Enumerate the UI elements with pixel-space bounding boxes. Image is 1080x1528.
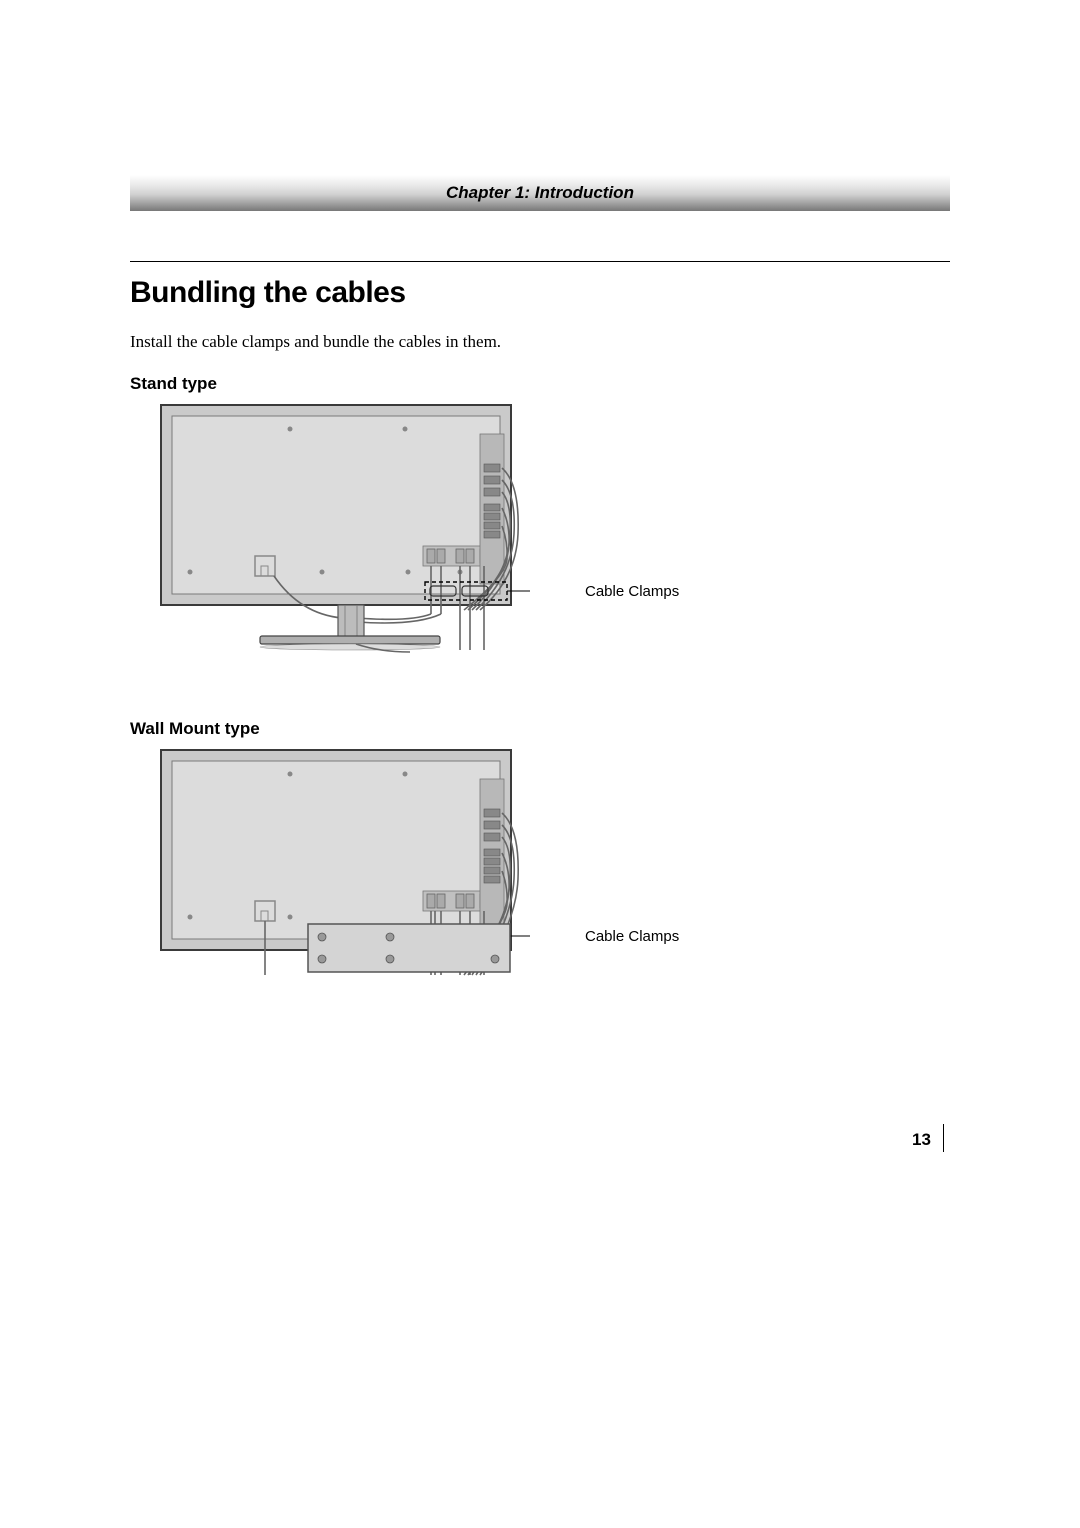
intro-paragraph: Install the cable clamps and bundle the … [130, 332, 950, 352]
subsection-wall-title: Wall Mount type [130, 719, 950, 739]
tv-wall-illustration [160, 749, 530, 984]
subsection-stand-title: Stand type [130, 374, 950, 394]
diagram-stand-type: Cable Clamps [160, 404, 680, 659]
chapter-header-bar: Chapter 1: Introduction [130, 175, 950, 211]
page-number: 13 [912, 1130, 931, 1150]
page-number-divider [943, 1124, 944, 1152]
page-content: Chapter 1: Introduction Bundling the cab… [130, 175, 950, 1044]
diagram-wall-type: Cable Clamps [160, 749, 680, 984]
section-title: Bundling the cables [130, 276, 950, 310]
callout-cable-clamps-1: Cable Clamps [585, 583, 679, 600]
tv-stand-illustration [160, 404, 530, 659]
callout-cable-clamps-2: Cable Clamps [585, 928, 679, 945]
section-rule [130, 261, 950, 262]
chapter-title: Chapter 1: Introduction [446, 183, 634, 203]
